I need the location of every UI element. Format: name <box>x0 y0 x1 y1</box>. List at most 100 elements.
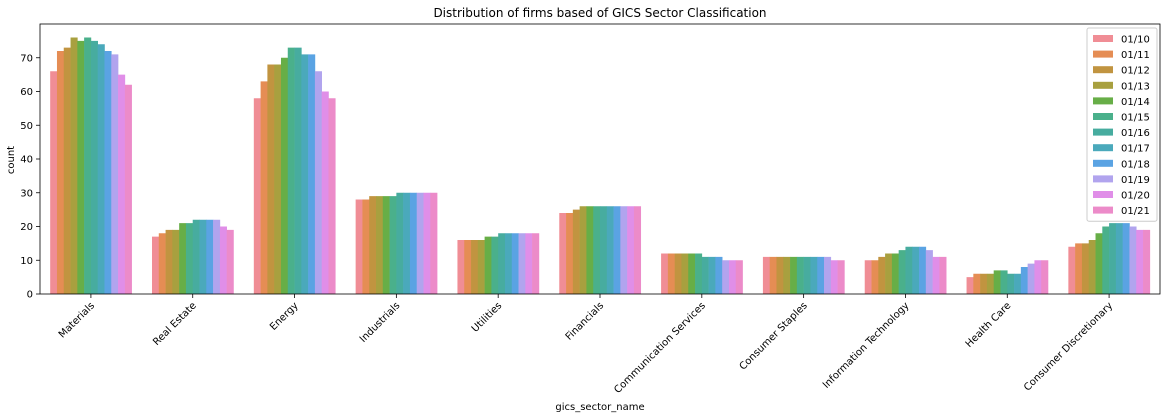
y-tick-label: 50 <box>20 121 33 132</box>
bar-01-17-financials <box>606 206 614 294</box>
bar-01-10-industrials <box>355 199 363 294</box>
bar-01-13-industrials <box>376 196 384 295</box>
bar-01-17-real-estate <box>199 219 207 294</box>
y-tick-label: 70 <box>20 53 33 64</box>
bar-01-18-information-technology <box>919 246 927 294</box>
bar-01-12-information-technology <box>878 256 886 295</box>
bar-01-13-information-technology <box>885 253 893 294</box>
bar-01-14-utilities <box>484 236 492 295</box>
bar-01-14-financials <box>586 206 594 294</box>
bar-01-11-energy <box>260 81 268 295</box>
bar-01-12-health-care <box>980 273 988 294</box>
bar-01-13-consumer-staples <box>783 256 791 295</box>
x-tick-label: Real Estate <box>151 300 199 348</box>
x-tick-label: Materials <box>57 300 97 340</box>
chart-title: Distribution of firms based of GICS Sect… <box>433 6 766 20</box>
bar-01-18-industrials <box>409 192 418 294</box>
legend-swatch <box>1093 159 1113 167</box>
bar-01-17-materials <box>97 44 105 294</box>
x-tick-label: Financials <box>564 300 606 342</box>
bar-01-14-energy <box>280 57 289 294</box>
legend-label: 01/19 <box>1121 175 1150 186</box>
bar-01-14-real-estate <box>179 223 187 295</box>
bar-01-16-information-technology <box>905 246 913 294</box>
bar-01-16-materials <box>90 40 98 295</box>
bar-01-14-materials <box>77 40 85 295</box>
bar-01-20-real-estate <box>219 226 227 294</box>
bar-01-13-communication-services <box>681 253 689 294</box>
bar-01-10-energy <box>253 98 261 294</box>
bar-01-15-consumer-discretionary <box>1102 226 1110 294</box>
legend-swatch <box>1093 66 1113 74</box>
legend-label: 01/21 <box>1121 206 1150 217</box>
y-tick-label: 40 <box>20 155 33 166</box>
bar-01-21-consumer-staples <box>837 260 845 294</box>
bar-01-20-communication-services <box>728 260 737 294</box>
x-tick-label: Consumer Staples <box>738 300 810 372</box>
legend-swatch <box>1093 81 1113 89</box>
bar-01-19-communication-services <box>722 260 730 294</box>
bar-01-12-real-estate <box>165 229 173 295</box>
bar-01-17-information-technology <box>912 246 920 294</box>
legend-label: 01/13 <box>1121 81 1150 92</box>
bar-01-14-communication-services <box>688 253 696 294</box>
legend-label: 01/14 <box>1121 97 1150 108</box>
legend-label: 01/12 <box>1121 66 1150 77</box>
y-axis-title: count <box>6 146 17 174</box>
bar-01-20-utilities <box>525 233 533 294</box>
bar-01-15-real-estate <box>185 223 194 295</box>
bar-01-21-energy <box>328 98 336 294</box>
bar-01-11-industrials <box>362 199 370 294</box>
bar-01-20-industrials <box>423 192 431 294</box>
bar-01-11-real-estate <box>158 233 166 294</box>
bar-01-10-consumer-staples <box>762 256 770 295</box>
bar-01-11-consumer-discretionary <box>1075 243 1083 295</box>
bar-01-19-health-care <box>1027 263 1035 295</box>
y-tick-label: 20 <box>20 222 33 233</box>
bar-01-20-energy <box>321 91 329 294</box>
legend-swatch <box>1093 206 1113 214</box>
legend-label: 01/15 <box>1121 113 1150 124</box>
bar-01-11-information-technology <box>871 260 879 294</box>
legend-label: 01/10 <box>1121 35 1150 46</box>
bar-01-10-real-estate <box>152 236 160 295</box>
bar-01-10-financials <box>559 213 567 294</box>
legend-swatch <box>1093 144 1113 152</box>
bar-01-14-health-care <box>993 270 1001 295</box>
bar-01-18-financials <box>613 206 621 294</box>
bar-01-21-health-care <box>1041 260 1049 294</box>
legend-label: 01/18 <box>1121 159 1150 170</box>
bar-01-16-communication-services <box>701 256 709 295</box>
bar-01-17-consumer-staples <box>810 256 818 295</box>
bar-01-15-consumer-staples <box>796 256 804 295</box>
bar-01-10-communication-services <box>661 253 669 294</box>
bar-01-13-real-estate <box>172 229 180 295</box>
bar-01-20-consumer-discretionary <box>1136 229 1144 295</box>
bar-01-21-information-technology <box>939 256 947 295</box>
bar-01-21-real-estate <box>226 229 234 295</box>
bar-01-12-communication-services <box>674 253 682 294</box>
x-tick-label: Industrials <box>358 300 403 345</box>
bar-01-21-materials <box>124 84 132 294</box>
x-tick-label: Utilities <box>470 300 504 334</box>
bar-01-11-materials <box>56 51 65 294</box>
plot-area: 0 10 20 30 40 50 60 70 Materials Real Estate Energ… <box>20 23 1161 396</box>
bar-01-19-energy <box>314 71 322 294</box>
bar-01-11-health-care <box>973 273 981 294</box>
bar-01-10-consumer-discretionary <box>1068 246 1076 294</box>
legend-box <box>1086 27 1158 222</box>
bar-01-15-communication-services <box>695 253 703 294</box>
bar-01-11-utilities <box>464 240 472 294</box>
bar-01-21-financials <box>633 206 642 294</box>
y-tick-label: 60 <box>20 87 33 98</box>
bar-01-16-utilities <box>498 233 506 294</box>
bar-01-12-industrials <box>369 196 377 295</box>
bar-01-20-financials <box>627 206 635 294</box>
bar-01-16-real-estate <box>192 219 200 294</box>
bar-01-16-industrials <box>396 192 404 294</box>
bar-01-16-consumer-staples <box>803 256 811 295</box>
bar-01-10-utilities <box>457 240 465 294</box>
bar-01-20-information-technology <box>932 256 940 295</box>
x-tick-label: Health Care <box>964 300 1014 350</box>
